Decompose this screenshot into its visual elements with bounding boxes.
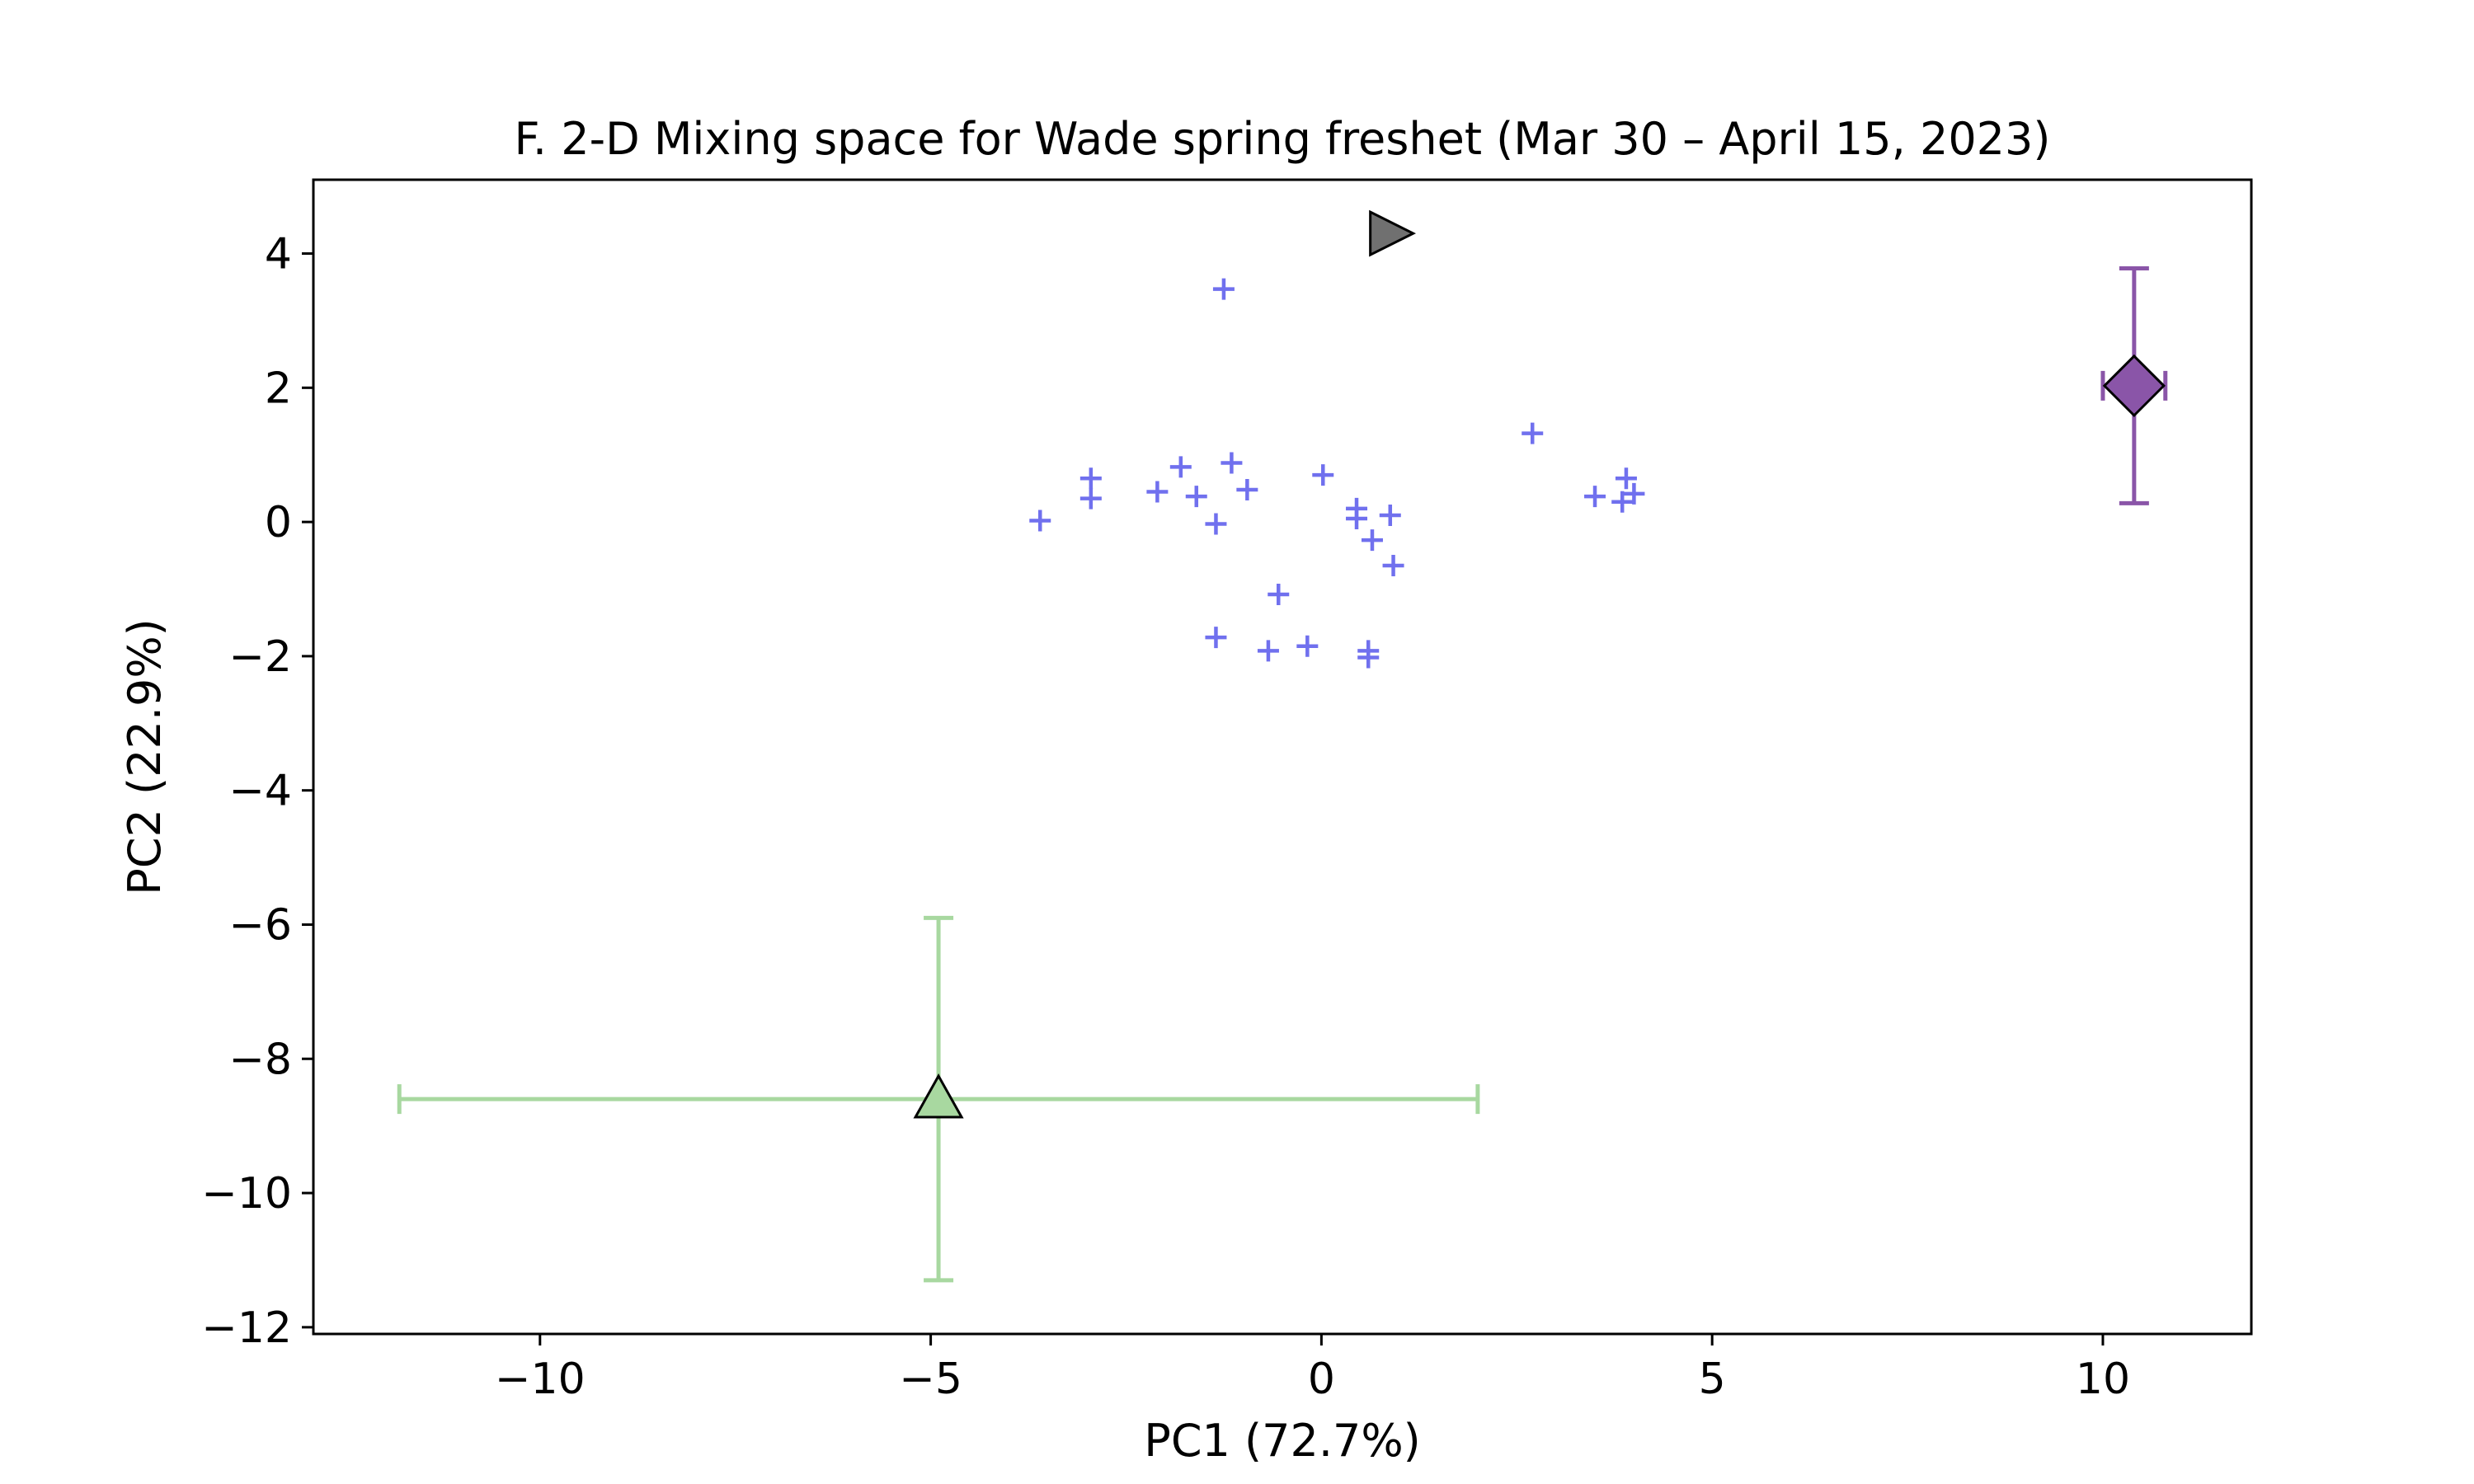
y-tick-label: 0 [265,498,292,547]
sample-point [1212,278,1235,300]
y-tick-label: 4 [265,230,292,279]
sample-point [1257,640,1279,662]
y-tick-label: −2 [228,632,292,682]
sample-point [1268,584,1290,606]
sample-point [1522,422,1544,444]
triangle-marker [913,1073,964,1119]
sample-point [1382,555,1404,577]
y-tick-label: −6 [228,900,292,950]
plot-frame [312,178,2253,1336]
sample-point [1615,467,1637,490]
sample-point [1205,513,1227,535]
y-tick-label: 2 [265,364,292,413]
x-tick-label: −10 [495,1355,586,1404]
chart-title: F. 2-D Mixing space for Wade spring fres… [515,113,2051,165]
sample-point [1296,635,1319,657]
y-axis: 4 2 0 −2 −4 −6 −8 −10 −12 [201,230,313,1353]
sample-point [1357,646,1380,669]
sample-point [1146,481,1169,503]
x-tick-label: 10 [2076,1355,2130,1404]
y-tick-label: −8 [228,1035,292,1084]
x-tick-label: 0 [1308,1355,1335,1404]
sample-point [1236,479,1258,501]
plot-area [397,209,2168,1283]
y-tick-label: −12 [201,1303,292,1353]
sample-point [1079,487,1102,510]
y-tick-label: −10 [201,1169,292,1219]
sample-point [1185,486,1207,508]
x-axis: −10 −5 0 5 10 [495,1334,2130,1404]
diamond-marker [2102,354,2166,418]
sample-point [1169,456,1192,478]
sample-point [1221,452,1243,474]
x-tick-label: 5 [1699,1355,1726,1404]
sample-point [1361,529,1383,552]
y-tick-label: −4 [228,767,292,816]
sample-point [1346,508,1368,530]
sample-point [1623,482,1645,505]
x-axis-label: PC1 (72.7%) [1144,1415,1420,1467]
sample-point [1611,491,1634,513]
sample-point [1312,464,1334,486]
sample-point [1205,627,1227,649]
y-axis-label: PC2 (22.9%) [119,618,171,895]
triangle-right-marker [1369,209,1417,257]
sample-point [1584,486,1606,508]
x-tick-label: −5 [899,1355,962,1404]
sample-point [1029,510,1051,532]
sample-point [1079,467,1102,490]
sample-point [1379,504,1401,526]
